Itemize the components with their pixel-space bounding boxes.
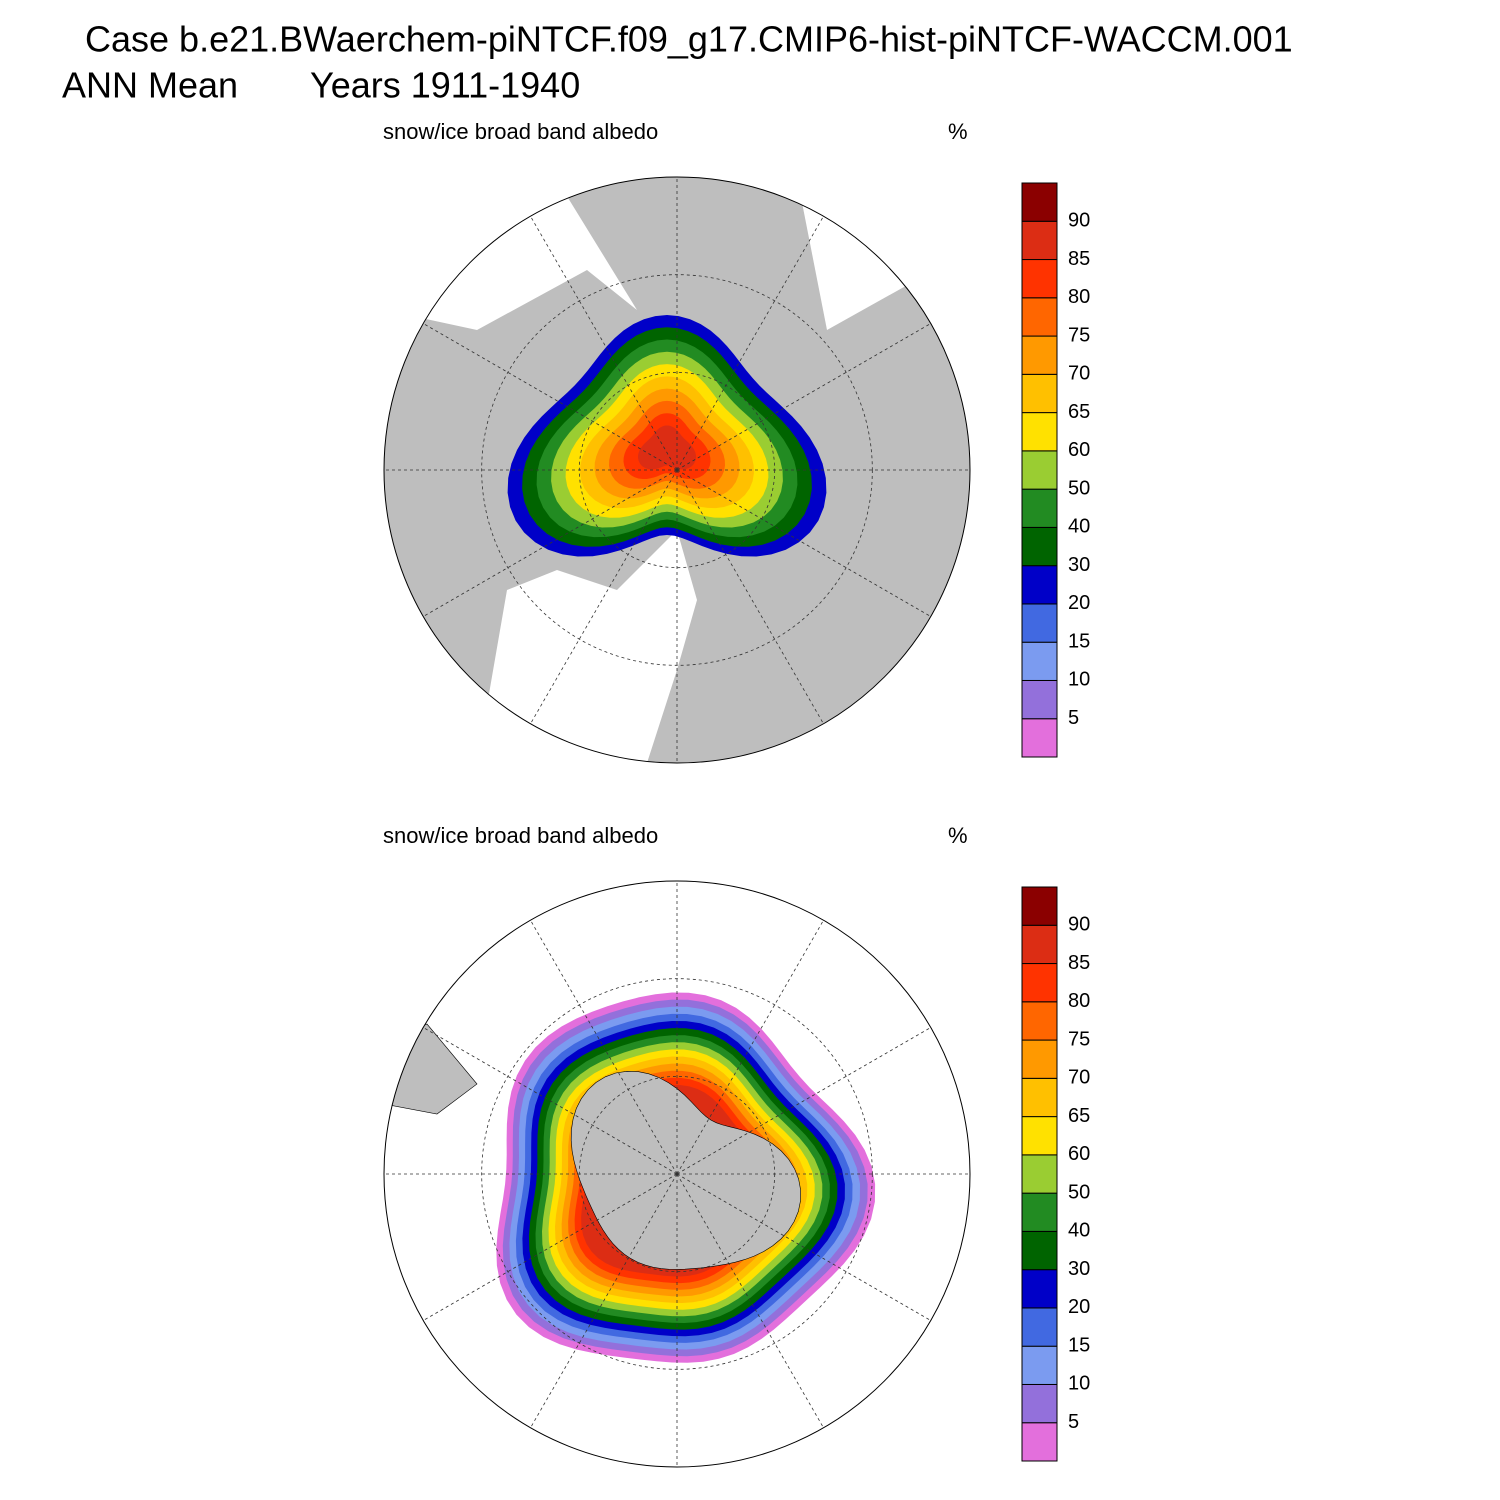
grid-meridian: [676, 469, 931, 617]
colorbar-label: 15: [1068, 1334, 1090, 1356]
colorbar-swatch: [1021, 1383, 1058, 1424]
ocean: [384, 180, 637, 330]
colorbar-swatch: [1021, 924, 1058, 965]
colorbar-label: 30: [1068, 554, 1090, 576]
colorbar-label: 70: [1068, 363, 1090, 385]
colorbar-swatch: [1021, 1039, 1058, 1079]
grid-meridian: [530, 1173, 678, 1428]
colorbar-label: 40: [1068, 516, 1090, 538]
colorbar-label: 30: [1068, 1258, 1090, 1280]
colorbar-swatch: [1021, 1307, 1058, 1347]
years-label: Years 1911-1940: [310, 65, 580, 106]
colorbar-swatch: [1021, 1001, 1058, 1041]
colorbar-label: 85: [1068, 952, 1090, 974]
grid-meridian: [676, 1027, 931, 1175]
south-america: [384, 1023, 478, 1115]
colorbar-label: 65: [1068, 1105, 1090, 1127]
grid-meridian: [530, 469, 678, 724]
grid-meridian: [423, 1027, 678, 1175]
colorbar-swatch: [1021, 641, 1058, 681]
grid-circle: [481, 274, 873, 666]
colorbar-swatch: [1021, 963, 1058, 1003]
grid-meridian: [676, 323, 931, 471]
colorbar-label: 60: [1068, 439, 1090, 461]
colorbar-label: 10: [1068, 669, 1090, 691]
colorbar-label: 15: [1068, 630, 1090, 652]
map: [384, 177, 970, 763]
colorbar-swatch: [1021, 1192, 1058, 1232]
units-label: %: [948, 119, 968, 144]
colorbar-swatch: [1021, 1116, 1058, 1156]
grid-meridian: [423, 323, 678, 471]
map: [384, 881, 970, 1467]
colorbar-label: 80: [1068, 286, 1090, 308]
grid-meridian: [423, 1173, 678, 1321]
colorbar-swatch: [1021, 220, 1058, 261]
colorbar-swatch: [1021, 259, 1058, 299]
colorbar-swatch: [1021, 1230, 1058, 1271]
colorbar-label: 60: [1068, 1143, 1090, 1165]
colorbar-swatch: [1021, 182, 1058, 222]
map-border: [383, 880, 971, 1468]
colorbar-swatch: [1021, 1269, 1058, 1309]
units-label: %: [948, 823, 968, 848]
panel-title: snow/ice broad band albedo: [383, 119, 658, 144]
colorbar-swatch: [1021, 450, 1058, 490]
colorbar-label: 70: [1068, 1067, 1090, 1089]
colorbar-label: 80: [1068, 990, 1090, 1012]
ocean: [477, 530, 697, 763]
colorbar-label: 75: [1068, 1028, 1090, 1050]
colorbar-swatch: [1021, 1154, 1058, 1194]
colorbar-swatch: [1021, 488, 1058, 528]
grid-meridian: [676, 1173, 931, 1321]
mean-label: ANN Mean: [62, 65, 238, 106]
colorbar-swatch: [1021, 526, 1058, 567]
colorbar-label: 50: [1068, 477, 1090, 499]
ice: [638, 425, 696, 470]
grid-meridian: [676, 920, 824, 1175]
colorbar-swatch: [1021, 335, 1058, 375]
colorbar-swatch: [1021, 1077, 1058, 1118]
colorbar-swatch: [1021, 373, 1058, 414]
colorbar-label: 50: [1068, 1181, 1090, 1203]
colorbar-label: 90: [1068, 914, 1090, 936]
map-border: [383, 176, 971, 764]
grid-meridian: [676, 216, 824, 471]
grid-meridian: [530, 216, 678, 471]
colorbar-swatch: [1021, 412, 1058, 452]
colorbar-label: 20: [1068, 592, 1090, 614]
colorbar-swatch: [1021, 1422, 1058, 1462]
colorbar-swatch: [1021, 886, 1058, 926]
colorbar-label: 65: [1068, 401, 1090, 423]
colorbar-label: 20: [1068, 1296, 1090, 1318]
grid-meridian: [676, 469, 824, 724]
colorbar-label: 5: [1068, 1411, 1079, 1433]
grid-meridian: [530, 920, 678, 1175]
colorbar-label: 90: [1068, 210, 1090, 232]
grid-meridian: [423, 469, 678, 617]
colorbar-label: 40: [1068, 1220, 1090, 1242]
colorbar-label: 75: [1068, 324, 1090, 346]
colorbar-swatch: [1021, 1345, 1058, 1385]
grid-meridian: [676, 1173, 824, 1428]
colorbar-swatch: [1021, 679, 1058, 720]
colorbar-swatch: [1021, 297, 1058, 337]
colorbar-label: 85: [1068, 248, 1090, 270]
panel-title: snow/ice broad band albedo: [383, 823, 658, 848]
colorbar-label: 10: [1068, 1373, 1090, 1395]
grid-circle: [481, 978, 873, 1370]
colorbar-swatch: [1021, 565, 1058, 605]
colorbar-label: 5: [1068, 707, 1079, 729]
main-title: Case b.e21.BWaerchem-piNTCF.f09_g17.CMIP…: [85, 19, 1293, 60]
colorbar-swatch: [1021, 603, 1058, 643]
colorbar-swatch: [1021, 718, 1058, 758]
